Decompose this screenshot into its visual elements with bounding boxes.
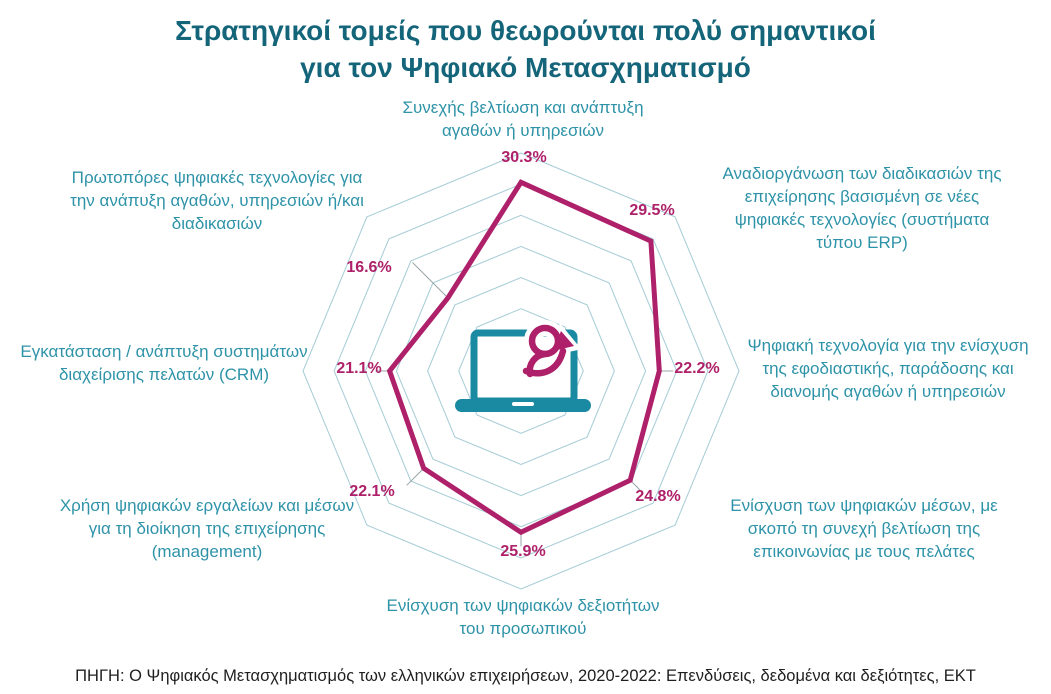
axis-label-bottom-right: Ενίσχυση των ψηφιακών μέσων, με σκοπό τη… [730, 496, 998, 561]
page-title: Στρατηγικοί τομείς που θεωρούνται πολύ σ… [0, 12, 1051, 86]
radar-grid-ring [333, 183, 709, 559]
radar-data-polygon [386, 179, 662, 536]
radar-grid-ring [427, 277, 615, 465]
axis-label-top-right: Αναδιοργάνωση των διαδικασιών της επιχεί… [722, 164, 1002, 252]
axis-label-left: Εγκατάσταση / ανάπτυξη συστημάτων διαχεί… [20, 342, 308, 384]
radar-grid-ring [395, 245, 647, 497]
axis-label-right: Ψηφιακή τεχνολογία για την ενίσχυση της … [747, 336, 1029, 401]
value-label-2: 22.2% [674, 360, 720, 377]
value-label-0: 30.3% [501, 149, 547, 166]
value-label-4: 25.9% [500, 543, 546, 560]
value-label-3: 24.8% [635, 488, 681, 505]
value-label-1: 29.5% [629, 202, 675, 219]
page-title-line2: για τον Ψηφιακό Μετασχηματισμό [300, 52, 751, 83]
laptop-person-transform-icon [455, 320, 591, 412]
axis-label-top: Συνεχής βελτίωση και ανάπτυξη αγαθών ή υ… [402, 98, 644, 140]
axis-label-bottom-left: Χρήση ψηφιακών εργαλείων και μέσων για τ… [59, 496, 355, 561]
value-label-6: 21.1% [336, 360, 382, 377]
page-title-line1: Στρατηγικοί τομείς που θεωρούνται πολύ σ… [175, 15, 876, 46]
value-leader-line [406, 467, 425, 486]
axis-label-bottom: Ενίσχυση των ψηφιακών δεξιοτήτων του προ… [386, 596, 660, 638]
value-label-7: 16.6% [346, 259, 392, 276]
value-label-5: 22.1% [349, 483, 395, 500]
radar-grid-ring [302, 152, 740, 590]
value-leader-line [412, 262, 449, 299]
axis-label-top-left: Πρωτοπόρες ψηφιακές τεχνολογίες για την … [70, 168, 364, 233]
radar-grid-ring [364, 214, 678, 528]
source-citation: ΠΗΓΗ: Ο Ψηφιακός Μετασχηματισμός των ελλ… [75, 667, 976, 685]
